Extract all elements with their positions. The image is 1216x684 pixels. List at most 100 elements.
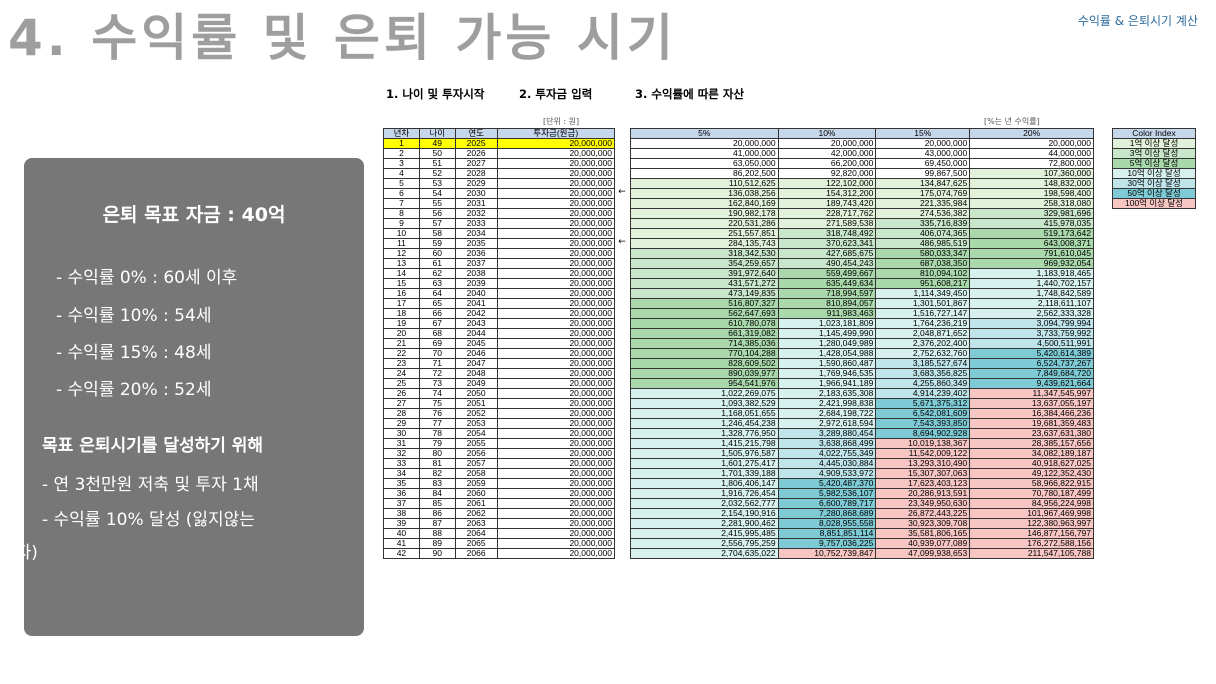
asset-cell-rate-5: 354,259,657: [630, 258, 779, 269]
asset-cell-rate-15: 687,038,350: [875, 258, 971, 269]
age-cell: 66: [418, 308, 456, 319]
principal-cell: 20,000,000: [496, 538, 616, 549]
asset-cell-rate-5: 1,246,454,238: [630, 418, 779, 429]
strategy-heading: 목표 은퇴시기를 달성하기 위해: [42, 436, 264, 456]
principal-cell: 20,000,000: [496, 398, 616, 409]
asset-cell-rate-5: 110,512,625: [630, 178, 779, 189]
table-row: 954,541,976 1,966,941,189 4,255,860,349 9,4…: [630, 378, 1094, 389]
asset-cell-rate-20: 58,966,822,915: [969, 478, 1094, 489]
principal-cell: 20,000,000: [496, 488, 616, 499]
asset-cell-rate-15: 406,074,365: [875, 228, 971, 239]
rate-note: [%는 년 수익률]: [984, 117, 1040, 126]
rate-line: - 수익률 20% : 52세: [56, 380, 212, 400]
table-row: 27 75 2051 20,000,000: [383, 398, 616, 409]
principal-cell: 20,000,000: [496, 318, 616, 329]
asset-cell-rate-5: 1,806,406,147: [630, 478, 779, 489]
principal-cell: 20,000,000: [496, 458, 616, 469]
age-cell: 75: [418, 398, 456, 409]
age-cell: 80: [418, 448, 456, 459]
year-cell: 2063: [454, 518, 498, 529]
year-index-cell: 40: [383, 528, 420, 539]
table-row: 284,135,743 370,623,341 486,985,519 643,008…: [630, 238, 1094, 249]
age-cell: 59: [418, 238, 456, 249]
year-cell: 2055: [454, 438, 498, 449]
asset-cell-rate-20: 3,094,799,994: [969, 318, 1094, 329]
principal-cell: 20,000,000: [496, 248, 616, 259]
asset-cell-rate-5: 2,154,190,916: [630, 508, 779, 519]
color-index-row: 5억 이상 달성: [1112, 158, 1196, 169]
asset-cell-rate-5: 661,319,082: [630, 328, 779, 339]
year-cell: 2026: [454, 148, 498, 159]
age-cell: 55: [418, 198, 456, 209]
table-row: 41 89 2065 20,000,000: [383, 538, 616, 549]
table-row: 8 56 2032 20,000,000: [383, 208, 616, 219]
asset-cell-rate-5: 63,050,000: [630, 158, 779, 169]
asset-cell-rate-20: 198,598,400: [969, 188, 1094, 199]
age-cell: 49: [418, 138, 456, 149]
asset-cell-rate-20: 101,967,469,998: [969, 508, 1094, 519]
asset-cell-rate-15: 43,000,000: [875, 148, 971, 159]
year-index-cell: 1: [383, 138, 420, 149]
asset-cell-rate-10: 1,590,860,487: [777, 358, 877, 369]
asset-cell-rate-15: 2,752,632,760: [875, 348, 971, 359]
table-row: 10 58 2034 20,000,000: [383, 228, 616, 239]
principal-cell: 20,000,000: [496, 428, 616, 439]
asset-cell-rate-5: 516,807,327: [630, 298, 779, 309]
asset-cell-rate-15: 2,048,871,652: [875, 328, 971, 339]
year-index-cell: 11: [383, 238, 420, 249]
asset-cell-rate-20: 49,122,352,430: [969, 468, 1094, 479]
principal-cell: 20,000,000: [496, 288, 616, 299]
pointer-arrow-icon: ←: [618, 187, 626, 197]
asset-cell-rate-15: 6,542,081,609: [875, 408, 971, 419]
table-row: 35 83 2059 20,000,000: [383, 478, 616, 489]
asset-cell-rate-10: 5,420,487,370: [777, 478, 877, 489]
principal-cell: 20,000,000: [496, 468, 616, 479]
age-cell: 65: [418, 298, 456, 309]
asset-cell-rate-5: 86,202,500: [630, 168, 779, 179]
asset-cell-rate-15: 8,694,902,928: [875, 428, 971, 439]
asset-cell-rate-20: 329,981,696: [969, 208, 1094, 219]
color-index-row: 3억 이상 달성: [1112, 148, 1196, 159]
asset-cell-rate-15: 11,542,009,122: [875, 448, 971, 459]
principal-cell: 20,000,000: [496, 508, 616, 519]
year-cell: 2027: [454, 158, 498, 169]
age-cell: 53: [418, 178, 456, 189]
asset-cell-rate-10: 20,000,000: [777, 138, 877, 149]
asset-cell-rate-5: 391,972,640: [630, 268, 779, 279]
asset-cell-rate-5: 2,415,995,485: [630, 528, 779, 539]
year-index-cell: 42: [383, 548, 420, 559]
table-row: 354,259,657 490,454,243 687,038,350 969,932…: [630, 258, 1094, 269]
asset-cell-rate-20: 969,932,054: [969, 258, 1094, 269]
asset-cell-rate-5: 610,780,078: [630, 318, 779, 329]
table-row: 431,571,272 635,449,634 951,608,217 1,440,7…: [630, 278, 1094, 289]
year-index-cell: 12: [383, 248, 420, 259]
year-cell: 2029: [454, 178, 498, 189]
year-cell: 2028: [454, 168, 498, 179]
asset-cell-rate-5: 1,168,051,655: [630, 408, 779, 419]
table-row: 1,601,275,417 4,445,030,884 13,293,310,490…: [630, 458, 1094, 469]
principal-cell: 20,000,000: [496, 218, 616, 229]
asset-cell-rate-20: 16,384,466,236: [969, 408, 1094, 419]
age-cell: 71: [418, 358, 456, 369]
year-cell: 2054: [454, 428, 498, 439]
goal-heading: 은퇴 목표 자금 : 40억: [102, 204, 286, 226]
asset-cell-rate-20: 107,360,000: [969, 168, 1094, 179]
year-cell: 2034: [454, 228, 498, 239]
color-index-item: 5억 이상 달성: [1112, 158, 1196, 169]
rate-line: - 수익률 15% : 48세: [56, 343, 212, 363]
asset-cell-rate-10: 92,820,000: [777, 168, 877, 179]
asset-cell-rate-15: 3,683,356,825: [875, 368, 971, 379]
asset-cell-rate-20: 34,082,189,187: [969, 448, 1094, 459]
table-row: 29 77 2053 20,000,000: [383, 418, 616, 429]
year-cell: 2041: [454, 298, 498, 309]
section-header-age: 1. 나이 및 투자시작: [386, 87, 485, 101]
principal-cell: 20,000,000: [496, 448, 616, 459]
table-row: 20 68 2044 20,000,000: [383, 328, 616, 339]
principal-cell: 20,000,000: [496, 208, 616, 219]
table-row: 2,154,190,916 7,280,868,689 26,872,443,225…: [630, 508, 1094, 519]
year-index-cell: 34: [383, 468, 420, 479]
asset-cell-rate-10: 2,421,998,838: [777, 398, 877, 409]
age-cell: 67: [418, 318, 456, 329]
age-cell: 85: [418, 498, 456, 509]
asset-cell-rate-20: 258,318,080: [969, 198, 1094, 209]
